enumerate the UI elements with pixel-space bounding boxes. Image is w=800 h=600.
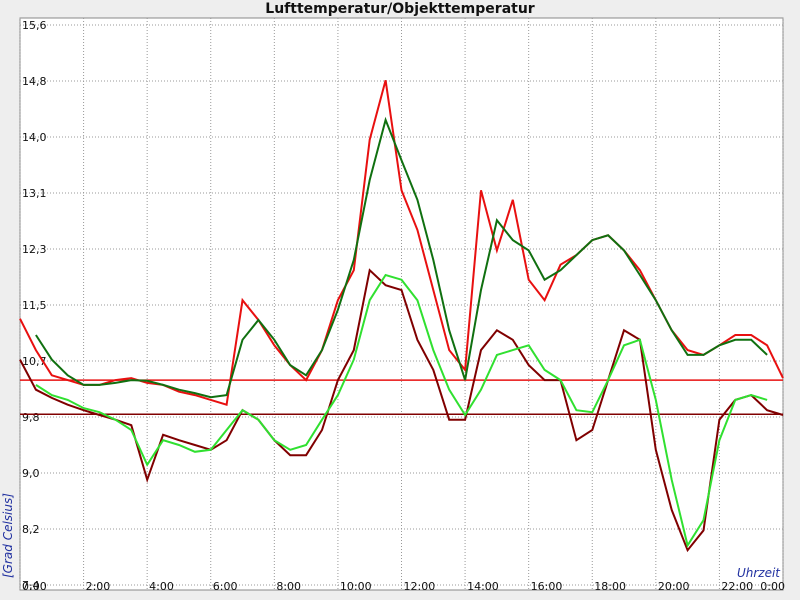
x-tick-label: 16:00: [531, 580, 563, 593]
x-tick-label: 0:00: [22, 580, 47, 593]
y-tick-label: 14,8: [22, 75, 47, 88]
x-tick-label: 0:00: [760, 580, 785, 593]
y-tick-label: 12,3: [22, 243, 47, 256]
x-tick-label: 2:00: [86, 580, 111, 593]
y-axis-label: [Grad Celsius]: [1, 493, 15, 578]
y-tick-label: 13,1: [22, 187, 47, 200]
x-tick-label: 14:00: [467, 580, 499, 593]
x-tick-label: 18:00: [594, 580, 626, 593]
y-tick-label: 11,5: [22, 299, 47, 312]
y-tick-label: 15,6: [22, 19, 47, 32]
y-tick-label: 8,2: [22, 523, 40, 536]
chart-title: Lufttemperatur/Objekttemperatur: [265, 1, 535, 17]
x-tick-label: 12:00: [404, 580, 436, 593]
x-tick-label: 8:00: [276, 580, 301, 593]
y-tick-label: 7,4: [22, 579, 40, 592]
y-tick-label: 14,0: [22, 131, 47, 144]
x-axis-label: Uhrzeit: [737, 566, 781, 580]
series-line: [35, 273, 768, 548]
x-tick-label: 6:00: [213, 580, 238, 593]
y-tick-label: 9,8: [22, 411, 40, 424]
y-tick-label: 9,0: [22, 467, 40, 480]
x-tick-label: 10:00: [340, 580, 372, 593]
series-line: [35, 116, 768, 399]
x-tick-label: 4:00: [149, 580, 174, 593]
series-line: [19, 268, 784, 553]
x-tick-label: 22:00: [721, 580, 753, 593]
x-tick-label: 20:00: [658, 580, 690, 593]
